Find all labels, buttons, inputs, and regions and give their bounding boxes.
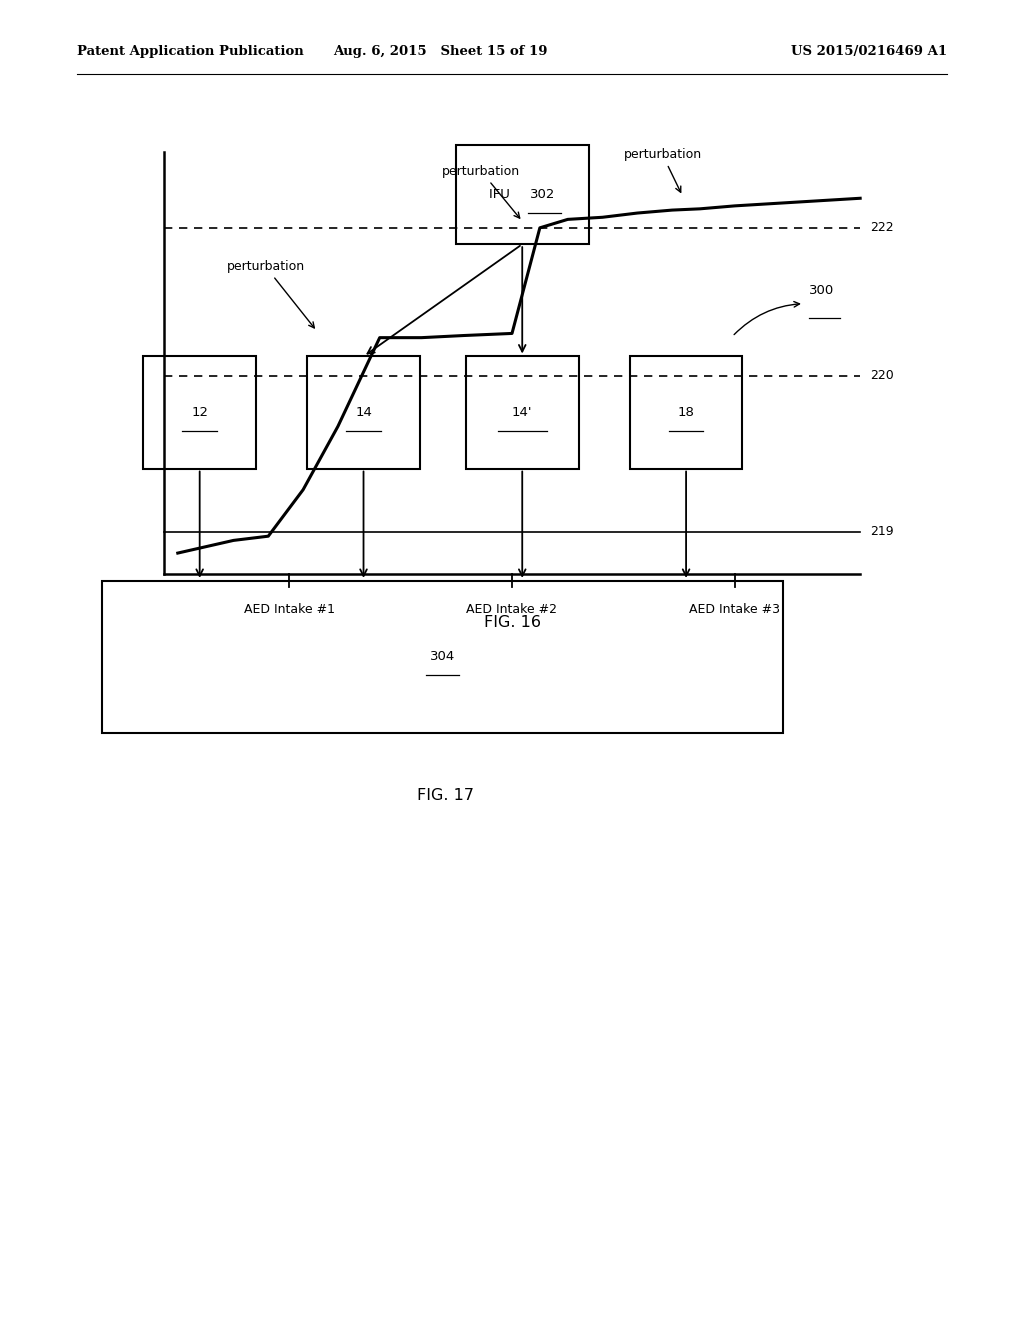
FancyBboxPatch shape <box>143 356 256 469</box>
Text: 18: 18 <box>678 407 694 418</box>
Text: 304: 304 <box>430 651 456 663</box>
FancyBboxPatch shape <box>630 356 742 469</box>
FancyBboxPatch shape <box>466 356 579 469</box>
Text: Aug. 6, 2015   Sheet 15 of 19: Aug. 6, 2015 Sheet 15 of 19 <box>333 45 548 58</box>
Text: AED Intake #2: AED Intake #2 <box>467 603 557 616</box>
Text: 14': 14' <box>512 407 532 418</box>
Text: 14: 14 <box>355 407 372 418</box>
Text: AED Intake #1: AED Intake #1 <box>244 603 335 616</box>
Text: FIG. 16: FIG. 16 <box>483 615 541 630</box>
Text: Patent Application Publication: Patent Application Publication <box>77 45 303 58</box>
Text: 300: 300 <box>809 284 835 297</box>
FancyBboxPatch shape <box>307 356 420 469</box>
Text: AED Intake #3: AED Intake #3 <box>689 603 780 616</box>
Text: perturbation: perturbation <box>226 260 314 327</box>
Text: 12: 12 <box>191 407 208 418</box>
Text: perturbation: perturbation <box>624 148 701 193</box>
Text: 222: 222 <box>870 222 894 235</box>
Text: 302: 302 <box>530 189 556 201</box>
Text: 219: 219 <box>870 525 894 539</box>
FancyBboxPatch shape <box>456 145 589 244</box>
Text: US 2015/0216469 A1: US 2015/0216469 A1 <box>792 45 947 58</box>
Text: 220: 220 <box>870 370 894 383</box>
Text: FIG. 17: FIG. 17 <box>417 788 474 803</box>
Text: IFU: IFU <box>488 189 514 201</box>
FancyBboxPatch shape <box>102 581 783 733</box>
Text: perturbation: perturbation <box>442 165 520 218</box>
